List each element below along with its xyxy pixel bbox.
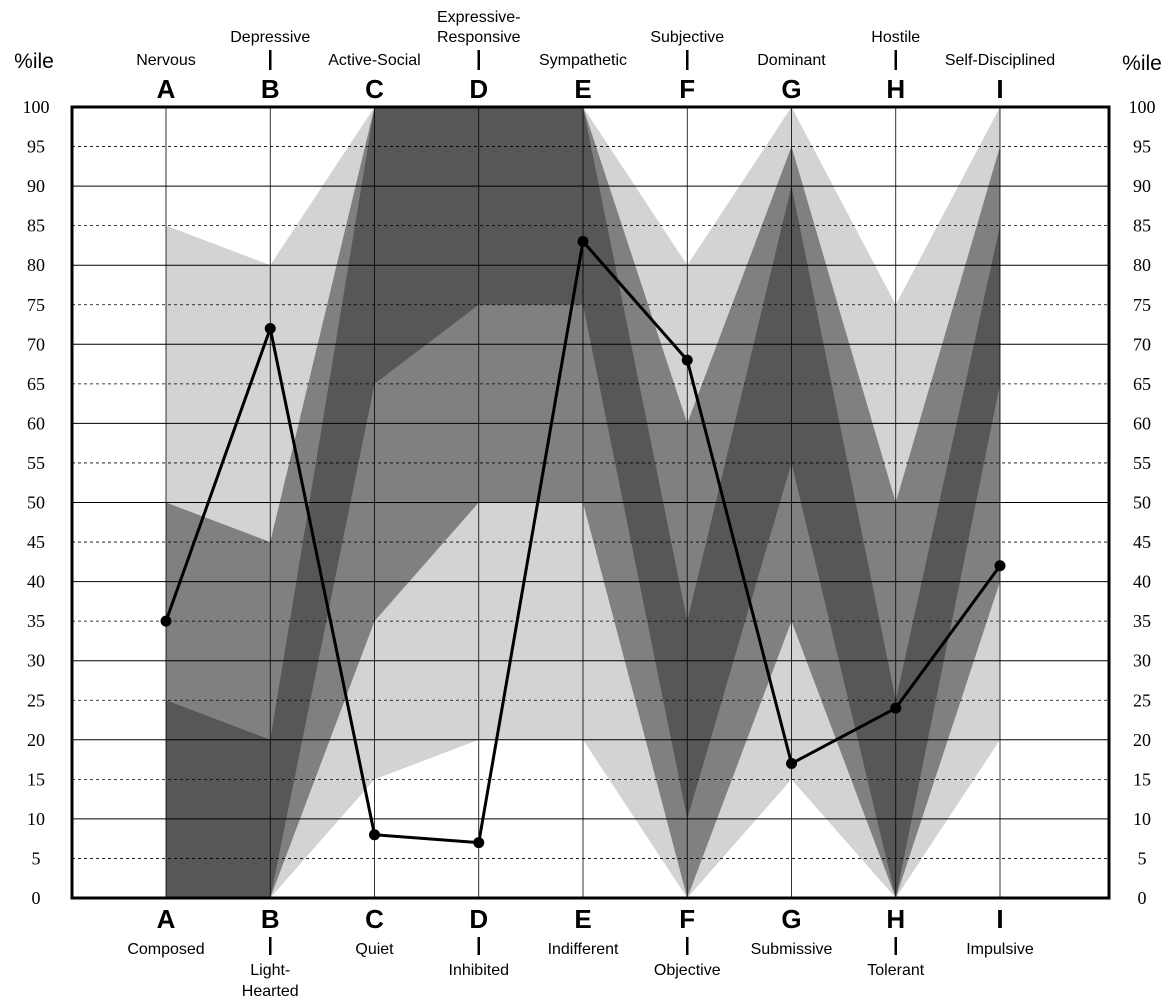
category-letter-bottom: B: [261, 904, 280, 934]
profile-point: [473, 837, 485, 849]
y-tick-label-right: 95: [1133, 137, 1151, 157]
y-tick-label-right: 70: [1133, 334, 1151, 354]
y-tick-label-right: 100: [1129, 97, 1156, 117]
y-tick-label-left: 80: [27, 255, 45, 275]
category-letter-top: G: [781, 74, 801, 104]
y-tick-label-left: 75: [27, 295, 45, 315]
top-trait-label: Responsive: [437, 29, 521, 46]
category-letter-bottom: C: [365, 904, 384, 934]
y-tick-label-left: 45: [27, 532, 45, 552]
y-tick-label-left: 90: [27, 176, 45, 196]
bottom-trait-label: Tolerant: [867, 962, 924, 979]
category-letter-top: F: [679, 74, 695, 104]
y-tick-label-left: 95: [27, 137, 45, 157]
profile-point: [681, 354, 693, 366]
top-trait-label: Hostile: [871, 29, 920, 46]
y-unit-left: %ile: [14, 50, 54, 73]
bottom-trait-label: Light-: [250, 962, 290, 979]
y-tick-label-right: 75: [1133, 295, 1151, 315]
grid-lines: [72, 146, 1109, 859]
y-tick-label-left: 40: [27, 572, 45, 592]
category-letter-top: B: [261, 74, 280, 104]
y-tick-label-left: 25: [27, 690, 45, 710]
y-tick-label-right: 45: [1133, 532, 1151, 552]
y-tick-label-left: 85: [27, 216, 45, 236]
category-letter-bottom: I: [996, 904, 1003, 934]
top-trait-label: Nervous: [136, 52, 196, 69]
y-tick-label-left: 65: [27, 374, 45, 394]
y-tick-label-right: 35: [1133, 611, 1151, 631]
category-letter-bottom: H: [886, 904, 905, 934]
y-tick-label-right: 80: [1133, 255, 1151, 275]
profile-series: [160, 235, 1006, 849]
bottom-trait-label: Submissive: [751, 941, 833, 958]
y-tick-label-right: 15: [1133, 769, 1151, 789]
top-trait-label: Expressive-: [437, 9, 521, 26]
bottom-trait-label: Quiet: [355, 941, 394, 958]
top-trait-label: Active-Social: [328, 52, 420, 69]
bottom-trait-label: Hearted: [242, 983, 299, 1000]
category-letter-bottom: E: [574, 904, 591, 934]
top-trait-label: Depressive: [230, 29, 310, 46]
bottom-trait-label: Inhibited: [449, 962, 510, 979]
y-tick-label-right: 55: [1133, 453, 1151, 473]
y-tick-label-right: 20: [1133, 730, 1151, 750]
category-letter-top: H: [886, 74, 905, 104]
y-tick-label-left: 5: [32, 848, 41, 868]
category-letter-top: E: [574, 74, 591, 104]
profile-point: [577, 235, 589, 247]
plot-frame: [70, 105, 1111, 900]
category-labels: A A Nervous Composed B B Depressive Light- Heart…: [127, 9, 1055, 1000]
bottom-trait-label: Impulsive: [966, 941, 1034, 958]
category-letter-top: I: [996, 74, 1003, 104]
y-tick-label-right: 65: [1133, 374, 1151, 394]
y-tick-label-right: 85: [1133, 216, 1151, 236]
y-tick-label-left: 100: [23, 97, 50, 117]
y-tick-label-left: 70: [27, 334, 45, 354]
top-trait-label: Sympathetic: [539, 52, 627, 69]
category-letter-top: C: [365, 74, 384, 104]
profile-point: [786, 758, 797, 770]
y-tick-label-left: 0: [32, 888, 41, 908]
category-letter-top: A: [157, 74, 176, 104]
y-tick-label-right: 10: [1133, 809, 1151, 829]
y-tick-label-right: 60: [1133, 413, 1151, 433]
y-tick-label-left: 20: [27, 730, 45, 750]
y-tick-label-left: 30: [27, 651, 45, 671]
bottom-trait-label: Composed: [127, 941, 204, 958]
y-tick-label-left: 10: [27, 809, 45, 829]
category-letter-bottom: F: [679, 904, 695, 934]
category-letter-top: D: [469, 74, 488, 104]
y-tick-label-left: 55: [27, 453, 45, 473]
bottom-trait-label: Objective: [654, 962, 721, 979]
y-tick-label-right: 30: [1133, 651, 1151, 671]
bottom-trait-label: Indifferent: [548, 941, 619, 958]
top-trait-label: Dominant: [757, 52, 826, 69]
profile-point: [890, 702, 902, 714]
profile-point: [994, 560, 1006, 572]
y-tick-label-right: 50: [1133, 493, 1151, 513]
y-tick-label-left: 15: [27, 769, 45, 789]
y-tick-label-left: 60: [27, 413, 45, 433]
category-letter-bottom: D: [469, 904, 488, 934]
category-letter-bottom: G: [781, 904, 801, 934]
profile-point: [160, 615, 172, 627]
y-unit-right: %ile: [1122, 52, 1162, 75]
top-trait-label: Self-Disciplined: [945, 52, 1055, 69]
y-tick-label-right: 5: [1138, 848, 1147, 868]
profile-point: [264, 322, 276, 334]
profile-point: [369, 829, 380, 841]
y-tick-label-right: 0: [1138, 888, 1147, 908]
y-tick-label-left: 35: [27, 611, 45, 631]
y-tick-label-right: 25: [1133, 690, 1151, 710]
y-tick-label-right: 90: [1133, 176, 1151, 196]
y-tick-label-right: 40: [1133, 572, 1151, 592]
y-tick-label-left: 50: [27, 493, 45, 513]
top-trait-label: Subjective: [650, 29, 724, 46]
category-letter-bottom: A: [157, 904, 176, 934]
